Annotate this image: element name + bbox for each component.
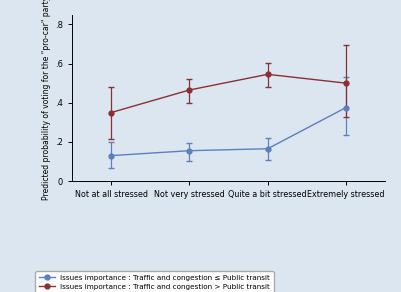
Y-axis label: Predicted probability of voting for the "pro-car" party: Predicted probability of voting for the … — [42, 0, 51, 200]
Legend: Issues importance : Traffic and congestion ≤ Public transit, Issues importance :: Issues importance : Traffic and congesti… — [35, 271, 274, 292]
